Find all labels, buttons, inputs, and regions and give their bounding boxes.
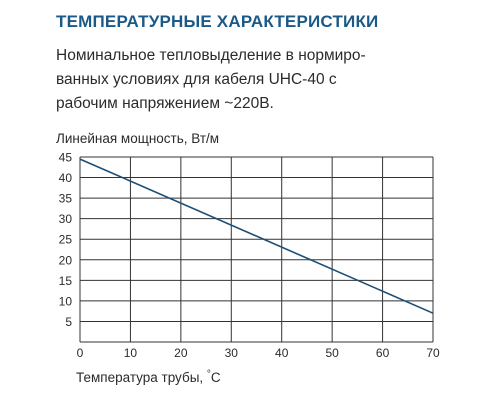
y-tick-label: 20 (59, 253, 73, 267)
page-title: ТЕМПЕРАТУРНЫЕ ХАРАКТЕРИСТИКИ (56, 12, 379, 31)
series-line (79, 158, 434, 314)
y-axis-label: Линейная мощность, Вт/м (56, 131, 219, 146)
description-line: Номинальное тепловыделение в нормиро- (56, 47, 366, 64)
y-tick-label: 30 (59, 212, 73, 226)
x-tick-label: 0 (77, 346, 84, 360)
x-axis-label: Температура трубы, °С (76, 369, 221, 386)
description-line: ванных условиях для кабеля UHC-40 с (56, 71, 337, 88)
x-tick-label: 20 (174, 346, 188, 360)
y-tick-label: 45 (59, 151, 73, 165)
y-tick-label: 25 (59, 233, 73, 247)
x-tick-label: 30 (225, 346, 239, 360)
y-axis-ticks: 5 10 15 20 25 30 35 40 45 (59, 151, 73, 329)
y-tick-label: 35 (59, 192, 73, 206)
x-tick-label: 60 (376, 346, 390, 360)
x-axis-ticks: 0 10 20 30 40 50 60 70 (77, 346, 440, 360)
x-tick-label: 50 (325, 346, 339, 360)
chart-series (79, 158, 434, 314)
y-tick-label: 40 (59, 171, 73, 185)
chart-description: Номинальное тепловыделение в нормиро- ва… (56, 44, 456, 116)
x-tick-label: 70 (426, 346, 440, 360)
y-tick-label: 10 (59, 294, 73, 308)
y-tick-label: 5 (65, 315, 72, 329)
x-tick-label: 40 (275, 346, 289, 360)
y-tick-label: 15 (59, 274, 73, 288)
chart-grid (79, 156, 434, 343)
x-tick-label: 10 (124, 346, 138, 360)
description-line: рабочим напряжением ~220В. (56, 95, 274, 112)
